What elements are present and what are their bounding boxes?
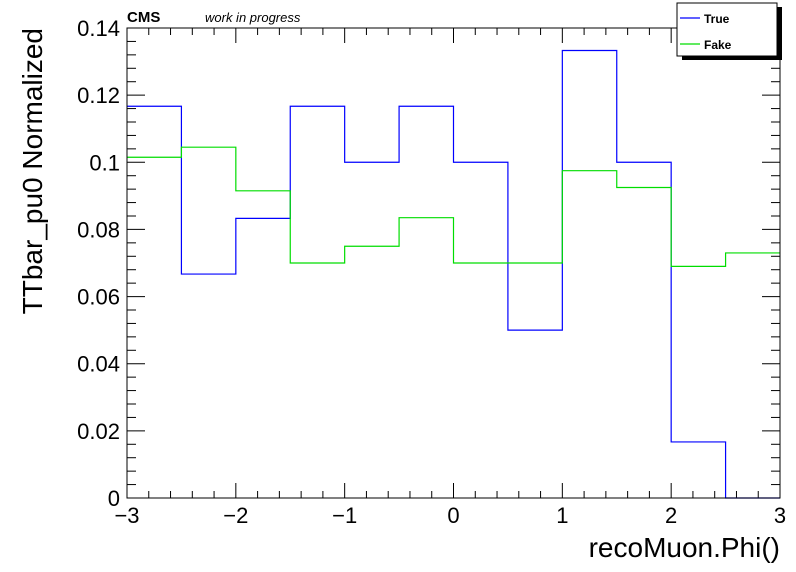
legend-label-fake: Fake <box>704 38 732 52</box>
axis-ticks <box>126 27 781 499</box>
y-tick-label: 0.14 <box>77 16 120 41</box>
x-tick-label: 3 <box>774 503 786 528</box>
y-tick-label: 0.1 <box>89 150 120 175</box>
cms-label: CMS <box>127 9 160 26</box>
plot-frame <box>126 27 781 499</box>
series-fake-line <box>127 146 780 267</box>
status-label: work in progress <box>205 10 301 25</box>
y-tick-label: 0.04 <box>77 352 120 377</box>
tick-labels: −3 −2 −1 0 1 2 3 0 0.02 0.04 0.06 0.08 0.1 0.12 0.14 <box>77 16 786 528</box>
x-tick-label: −3 <box>114 503 139 528</box>
legend-box <box>676 2 778 57</box>
x-tick-label: 2 <box>665 503 677 528</box>
y-tick-label: 0.08 <box>77 217 120 242</box>
y-tick-label: 0.12 <box>77 83 120 108</box>
y-tick-label: 0.02 <box>77 419 120 444</box>
series-layer <box>127 49 780 499</box>
x-tick-label: 0 <box>447 503 459 528</box>
legend: True Fake <box>676 2 782 60</box>
x-tick-label: −1 <box>332 503 357 528</box>
x-tick-label: −2 <box>223 503 248 528</box>
y-tick-label: 0 <box>108 486 120 511</box>
x-axis-title: recoMuon.Phi() <box>589 532 780 563</box>
y-tick-label: 0.06 <box>77 285 120 310</box>
x-tick-label: 1 <box>556 503 568 528</box>
y-axis-title: TTbar_pu0 Normalized <box>17 28 48 314</box>
legend-label-true: True <box>704 12 730 26</box>
